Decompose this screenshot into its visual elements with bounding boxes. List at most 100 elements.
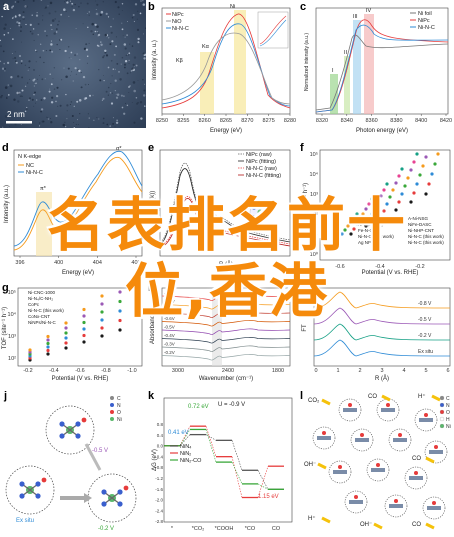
tem-speck — [119, 78, 122, 81]
tem-speck — [28, 99, 30, 101]
tem-speck — [142, 94, 146, 97]
data-point — [82, 307, 86, 312]
tem-speck — [132, 81, 136, 84]
curve-label: -0.5 V — [418, 317, 432, 323]
tem-speck — [19, 95, 22, 97]
tem-speck — [40, 99, 43, 101]
tem-speck — [56, 43, 58, 46]
tem-speck — [84, 83, 87, 86]
data-point — [28, 348, 32, 352]
adsorbate — [432, 501, 436, 505]
data-point — [424, 155, 428, 159]
tem-speck — [121, 22, 123, 24]
x-tick-label: 8280 — [284, 118, 296, 124]
data-point — [100, 326, 104, 330]
legend-dot — [439, 402, 445, 408]
tem-speck — [47, 5, 49, 7]
tem-speck — [128, 63, 130, 65]
series-ni-n-c — [315, 24, 449, 113]
tem-speck — [80, 86, 83, 89]
x-axis-label: Photon energy (eV) — [356, 128, 408, 134]
panel-l: CO₂ CO H⁺ OH⁻ CO H⁺ OH⁻ CO C N O H Ni l — [300, 390, 454, 537]
tem-speck — [110, 59, 113, 62]
tem-speck — [6, 61, 10, 65]
annotation: σ* — [116, 146, 122, 152]
x-tick-label: -0.2 — [415, 264, 424, 270]
data-point — [82, 340, 86, 344]
potential-label: -0.5 V — [92, 448, 108, 454]
tem-speck — [12, 5, 14, 7]
data-point — [415, 182, 419, 186]
tem-speck — [107, 66, 110, 69]
tem-speck — [89, 94, 91, 97]
arrow — [317, 462, 327, 470]
data-point — [346, 224, 350, 228]
tem-speck — [45, 50, 47, 52]
tem-speck — [60, 13, 63, 16]
tem-speck — [132, 63, 135, 66]
surface-slab — [317, 436, 331, 440]
plot-frame — [313, 287, 451, 367]
legend-4: CoNx-CNT — [28, 314, 50, 319]
x-tick-label: 400 — [54, 260, 63, 266]
tem-speck — [16, 23, 18, 25]
species-label: OH⁻ — [360, 522, 372, 528]
tem-speck — [116, 119, 118, 121]
tem-speck — [85, 48, 89, 52]
tem-speck — [71, 2, 74, 5]
tem-speck — [86, 2, 89, 5]
tem-speck — [123, 43, 127, 46]
tem-speck — [42, 19, 44, 21]
tem-speck — [36, 12, 38, 14]
energy-connector — [257, 470, 269, 490]
data-point — [118, 299, 122, 304]
tem-speck — [135, 96, 138, 99]
legend-left-3: Ni-N-C (this work) — [358, 234, 394, 239]
tem-speck — [22, 15, 25, 19]
data-point — [391, 188, 395, 192]
tem-speck — [133, 56, 137, 59]
tem-speck — [34, 82, 37, 85]
tem-speck — [125, 54, 128, 57]
curve-label: -0.8 V — [418, 301, 432, 307]
tem-speck — [20, 60, 23, 62]
tem-speck — [133, 89, 136, 93]
n-atom — [19, 493, 25, 499]
tem-speck — [69, 0, 71, 2]
tem-speck — [98, 118, 100, 120]
legend-right-3: Ni-N-C (this work) — [408, 234, 444, 239]
o-atom — [81, 417, 87, 423]
tem-speck — [49, 49, 52, 52]
surface-slab — [389, 504, 403, 508]
tem-speck — [104, 52, 106, 54]
tem-speck — [37, 23, 40, 25]
y-axis-label: Intensity (a. u.) — [152, 40, 158, 80]
x-tick-label: 8260 — [199, 118, 211, 124]
tem-speck — [51, 50, 54, 53]
panel-k: * *CO₂ *COOH *CO CO 0.8 0.4 0.0 -0.4 -0.8 -1.2 -1.6… — [148, 390, 296, 537]
tem-speck — [9, 126, 11, 127]
x-tick-label: 2400 — [222, 368, 234, 374]
tem-speck — [17, 0, 20, 4]
panel-label: f — [300, 142, 304, 154]
data-point — [367, 218, 371, 222]
tem-speck — [140, 0, 142, 2]
tem-speck — [18, 91, 21, 94]
y-axis-label: TOF (site⁻¹ h⁻¹) — [2, 307, 8, 349]
tem-speck — [110, 25, 112, 28]
series-nipc — [161, 13, 291, 109]
tem-speck — [104, 33, 108, 37]
legend-1: Ni-N₄/C-NH₂ — [28, 296, 53, 301]
data-point — [397, 200, 401, 204]
tem-speck — [114, 0, 117, 4]
tem-speck — [44, 78, 46, 80]
series-nio — [161, 32, 291, 105]
tem-speck — [31, 14, 33, 16]
adsorbate — [338, 465, 342, 469]
panel-label: d — [2, 142, 9, 154]
species-label: H⁺ — [308, 515, 316, 522]
y-tick-label: -1.2 — [155, 476, 163, 481]
tem-speck — [49, 1, 53, 5]
plot-frame — [159, 149, 291, 257]
adsorbate — [424, 413, 428, 417]
